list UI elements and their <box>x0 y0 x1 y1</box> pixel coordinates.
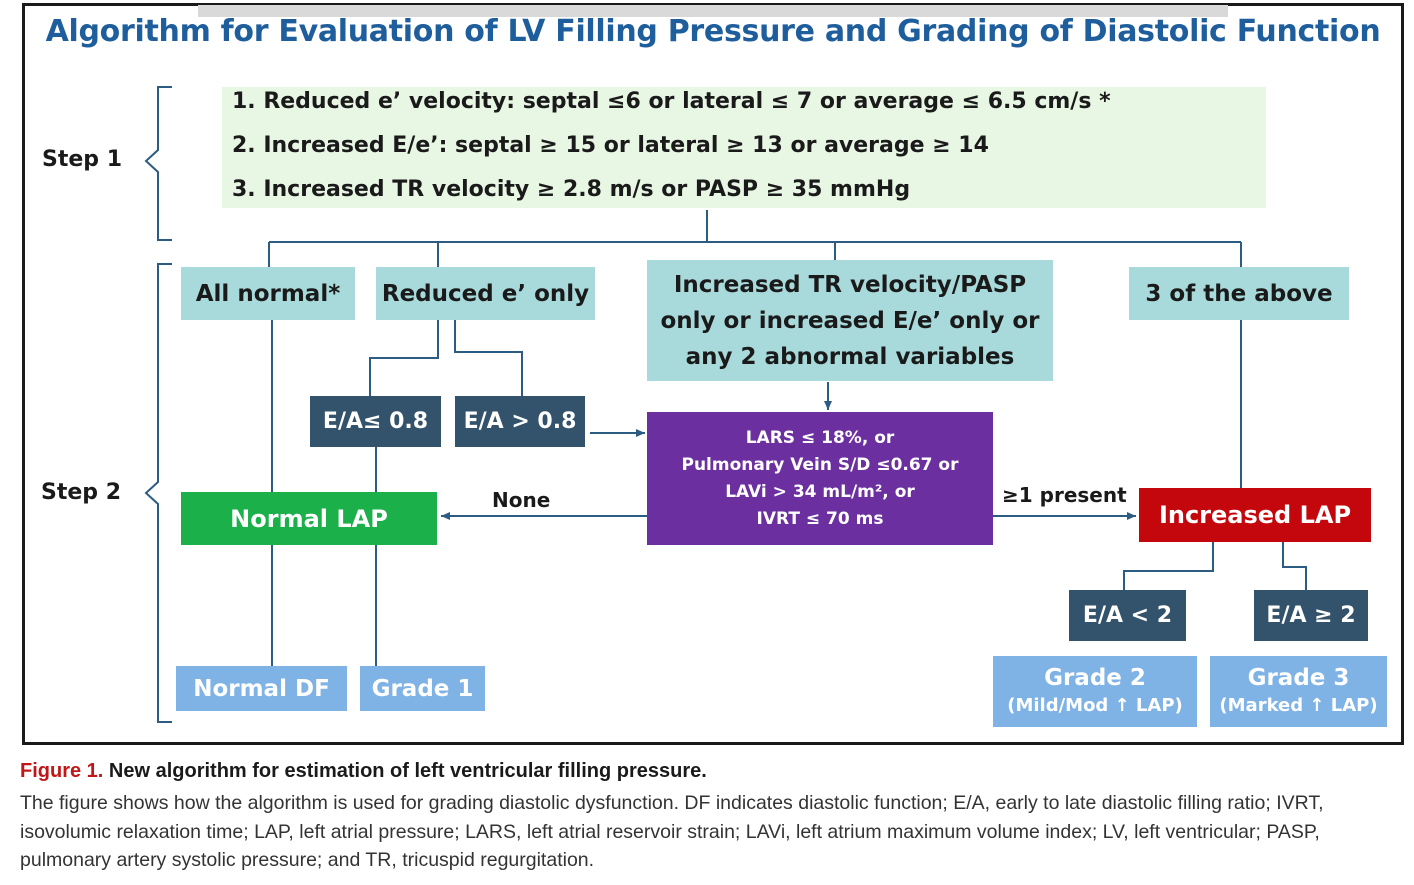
diagram-title: Algorithm for Evaluation of LV Filling P… <box>45 14 1381 49</box>
grade2-label: Grade 2 <box>1044 664 1146 691</box>
figure-caption-title: Figure 1. New algorithm for estimation o… <box>20 760 707 783</box>
grade3-label: Grade 3 <box>1247 664 1350 691</box>
criterion-3: 3. Increased TR velocity ≥ 2.8 m/s or PA… <box>232 177 911 202</box>
step1-label: Step 1 <box>42 147 122 172</box>
supplemental-line-1: LARS ≤ 18%, or <box>745 427 895 448</box>
step2-label: Step 2 <box>41 480 121 505</box>
supplemental-line-3: LAVi > 34 mL/m², or <box>725 481 915 502</box>
ea-ge-2-box: E/A ≥ 2 <box>1254 590 1368 641</box>
ea-lt-2-box: E/A < 2 <box>1069 590 1186 641</box>
grade3-box: Grade 3 (Marked ↑ LAP) <box>1210 656 1387 727</box>
step2-brace <box>144 263 172 723</box>
grade3-sublabel: (Marked ↑ LAP) <box>1219 694 1378 716</box>
increased-tr-box: Increased TR velocity/PASP only or incre… <box>647 260 1053 381</box>
supplemental-criteria-box: LARS ≤ 18%, or Pulmonary Vein S/D ≤0.67 … <box>647 412 993 545</box>
increased-tr-line-2: only or increased E/e’ only or <box>660 307 1040 334</box>
criterion-2: 2. Increased E/e’: septal ≥ 15 or latera… <box>232 133 989 158</box>
ea-le-08-box: E/A≤ 0.8 <box>310 396 441 447</box>
step1-criteria-box: 1. Reduced e’ velocity: septal ≤6 or lat… <box>222 87 1266 208</box>
ea-gt-08-box: E/A > 0.8 <box>455 396 585 447</box>
grade2-sublabel: (Mild/Mod ↑ LAP) <box>1007 694 1183 716</box>
grade2-box: Grade 2 (Mild/Mod ↑ LAP) <box>993 656 1197 727</box>
reduced-e-only-box: Reduced e’ only <box>376 267 595 320</box>
grade1-box: Grade 1 <box>360 666 485 711</box>
increased-tr-line-3: any 2 abnormal variables <box>685 343 1015 370</box>
supplemental-line-2: Pulmonary Vein S/D ≤0.67 or <box>681 454 959 475</box>
none-label: None <box>492 488 551 512</box>
normal-lap-box: Normal LAP <box>181 492 437 545</box>
increased-tr-line-1: Increased TR velocity/PASP <box>673 271 1027 298</box>
increased-lap-box: Increased LAP <box>1139 488 1371 542</box>
normal-df-box: Normal DF <box>176 666 347 711</box>
three-of-above-box: 3 of the above <box>1129 267 1349 320</box>
all-normal-box: All normal* <box>181 267 355 320</box>
figure-title: New algorithm for estimation of left ven… <box>103 760 707 782</box>
criterion-1: 1. Reduced e’ velocity: septal ≤6 or lat… <box>232 89 1111 114</box>
top-bar <box>198 5 1228 17</box>
figure-caption-body: The figure shows how the algorithm is us… <box>20 792 1324 871</box>
supplemental-line-4: IVRT ≤ 70 ms <box>756 508 884 529</box>
present-label: ≥1 present <box>1002 483 1127 507</box>
step1-brace <box>144 86 172 241</box>
figure-label: Figure 1. <box>20 760 104 782</box>
